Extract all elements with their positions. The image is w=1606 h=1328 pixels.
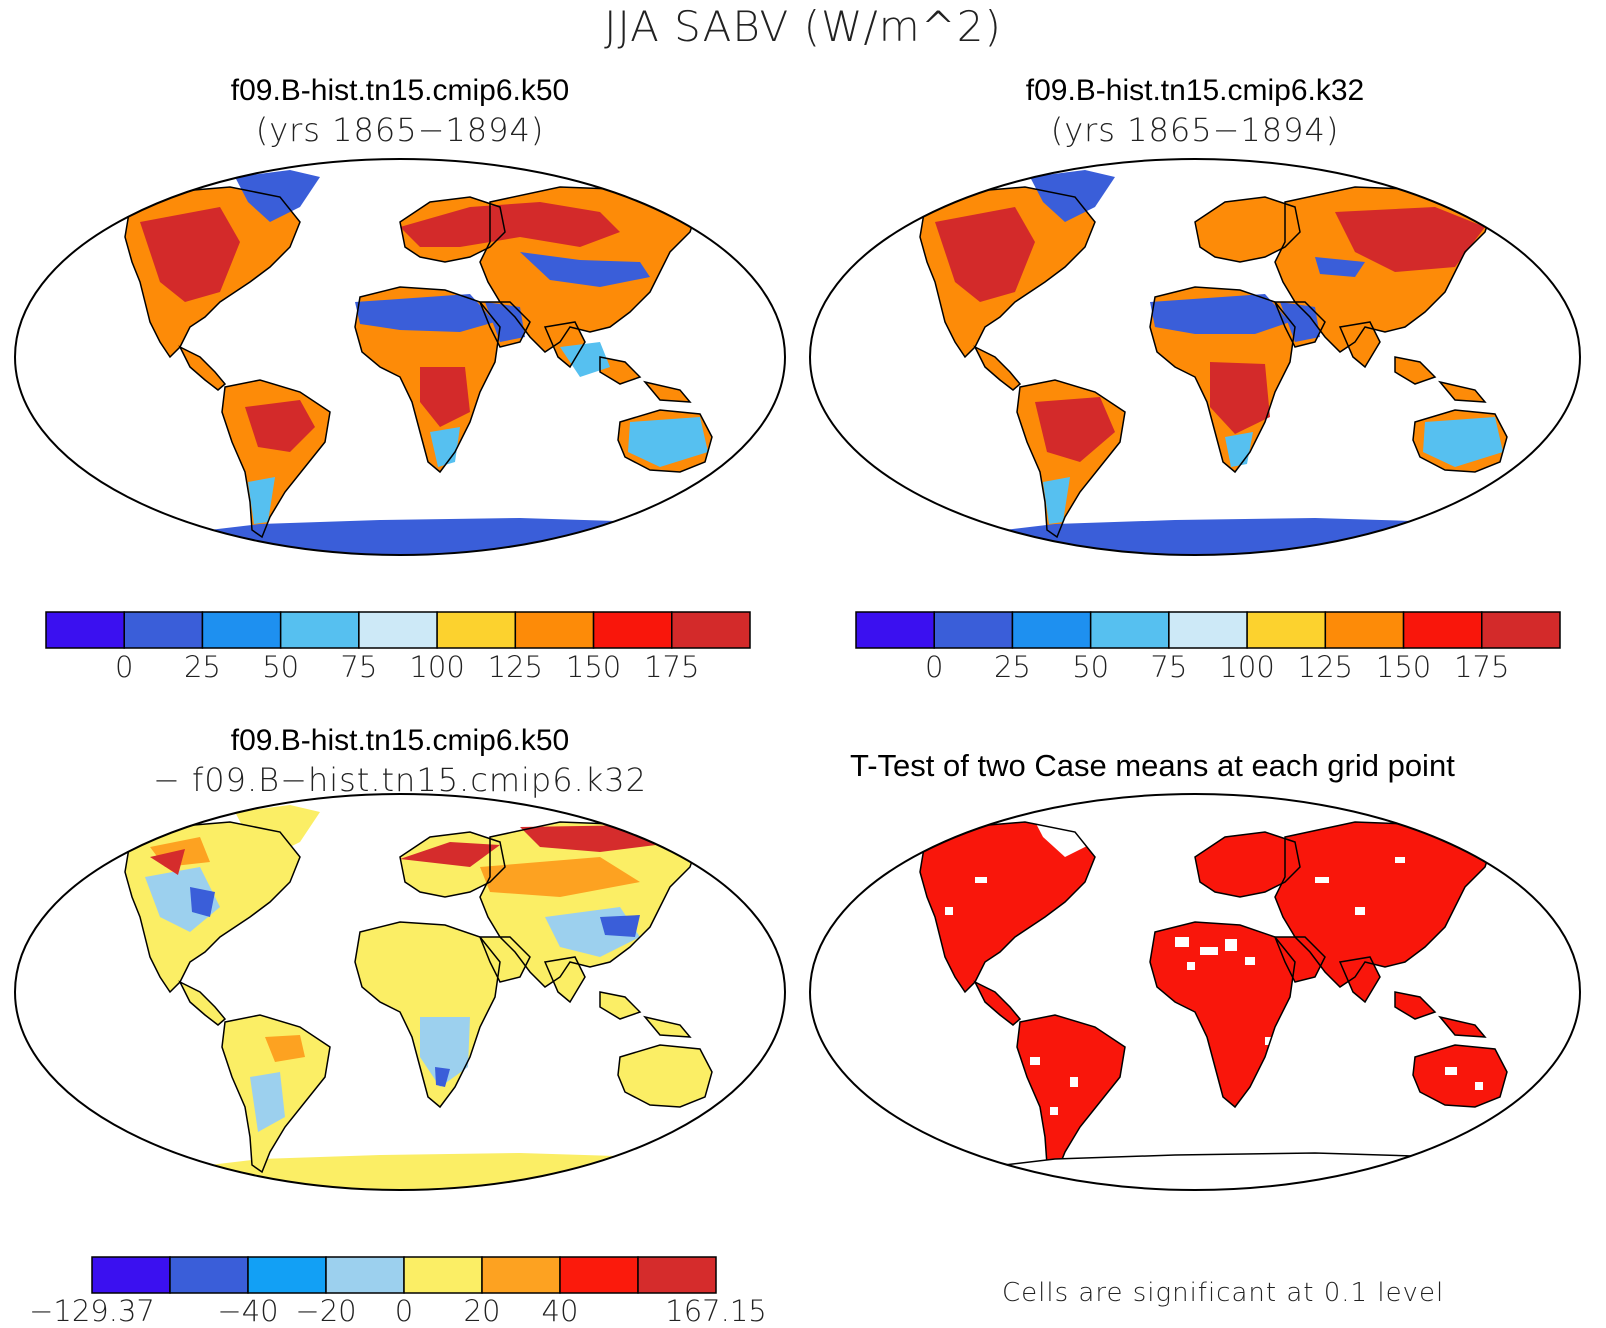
panel-title-top-right: f09.B-hist.tn15.cmip6.k32 (yrs 1865−1894… — [935, 72, 1455, 150]
map-bottom-left — [14, 793, 786, 1191]
colorbar-swatch — [201, 611, 282, 649]
colorbar-tick-label: 0 — [394, 1294, 414, 1328]
colorbar-swatch — [1324, 611, 1405, 649]
map-top-right — [809, 158, 1581, 556]
colorbar-tick-label: −20 — [295, 1294, 357, 1328]
colorbar-tick-label: 125 — [487, 650, 544, 684]
panel-title-bottom-right: T-Test of two Case means at each grid po… — [850, 748, 1455, 783]
colorbar-tick-label: 100 — [1219, 650, 1275, 684]
colorbar-tick-label: 50 — [262, 650, 300, 684]
colorbar-swatch — [855, 611, 935, 649]
colorbar-swatch — [1246, 611, 1327, 649]
colorbar-tick-label: 25 — [993, 650, 1031, 684]
colorbar-tick-label: 20 — [463, 1294, 501, 1328]
colorbar-swatch — [1168, 611, 1248, 649]
panel-years: (yrs 1865−1894) — [1050, 111, 1340, 149]
colorbar-swatch — [514, 611, 595, 649]
colorbar-tick-label: 150 — [1375, 650, 1432, 684]
colorbar-swatch — [481, 1256, 561, 1294]
colorbar-swatch — [358, 611, 438, 649]
colorbar-swatch — [169, 1256, 249, 1294]
colorbar-tick-label: 175 — [644, 650, 700, 684]
colorbar-tick-label: −40 — [217, 1294, 279, 1328]
significance-note: Cells are significant at 0.1 level — [1002, 1278, 1445, 1308]
panel-case-name: f09.B-hist.tn15.cmip6.k50 — [230, 724, 570, 757]
colorbar-swatch — [45, 611, 125, 649]
panel-title-bottom-left: f09.B-hist.tn15.cmip6.k50 − f09.B−hist.t… — [80, 722, 720, 800]
colorbar-swatch — [325, 1256, 405, 1294]
colorbar-tick-label: 25 — [183, 650, 221, 684]
colorbar-tick-label: 125 — [1297, 650, 1354, 684]
colorbar-swatch — [279, 611, 360, 649]
colorbar-tick-label: 167.15 — [665, 1294, 767, 1328]
colorbar-bottom-left — [91, 1256, 717, 1294]
colorbar-top-right — [855, 611, 1561, 649]
colorbar-swatch — [436, 611, 517, 649]
colorbar-swatch — [403, 1256, 483, 1294]
colorbar-tick-label: −129.37 — [29, 1294, 155, 1328]
colorbar-tick-label: 0 — [924, 650, 944, 684]
panel-subtracted-case: − f09.B−hist.tn15.cmip6.k32 — [153, 761, 647, 799]
colorbar-swatch — [1481, 611, 1561, 649]
colorbar-swatch — [1011, 611, 1092, 649]
panel-case-name: f09.B-hist.tn15.cmip6.k32 — [1025, 74, 1365, 107]
colorbar-swatch — [559, 1256, 639, 1294]
colorbar-swatch — [671, 611, 751, 649]
colorbar-tick-label: 75 — [340, 650, 378, 684]
map-top-left — [14, 158, 786, 556]
colorbar-swatch — [247, 1256, 327, 1294]
colorbar-swatch — [91, 1256, 171, 1294]
colorbar-swatch — [592, 611, 673, 649]
colorbar-swatch — [1402, 611, 1483, 649]
figure-title: JJA SABV (W/m^2) — [604, 2, 1002, 51]
panel-case-name: f09.B-hist.tn15.cmip6.k50 — [230, 74, 570, 107]
colorbar-swatch — [123, 611, 204, 649]
panel-title-top-left: f09.B-hist.tn15.cmip6.k50 (yrs 1865−1894… — [140, 72, 660, 150]
colorbar-tick-label: 50 — [1072, 650, 1110, 684]
colorbar-tick-label: 75 — [1150, 650, 1188, 684]
colorbar-tick-label: 0 — [114, 650, 134, 684]
colorbar-swatch — [933, 611, 1014, 649]
colorbar-swatch — [1089, 611, 1170, 649]
panel-years: (yrs 1865−1894) — [255, 111, 545, 149]
colorbar-swatch — [637, 1256, 717, 1294]
map-bottom-right — [809, 793, 1581, 1191]
colorbar-tick-label: 40 — [541, 1294, 579, 1328]
colorbar-tick-label: 175 — [1454, 650, 1510, 684]
colorbar-tick-label: 150 — [565, 650, 622, 684]
colorbar-tick-label: 100 — [409, 650, 465, 684]
colorbar-top-left — [45, 611, 751, 649]
